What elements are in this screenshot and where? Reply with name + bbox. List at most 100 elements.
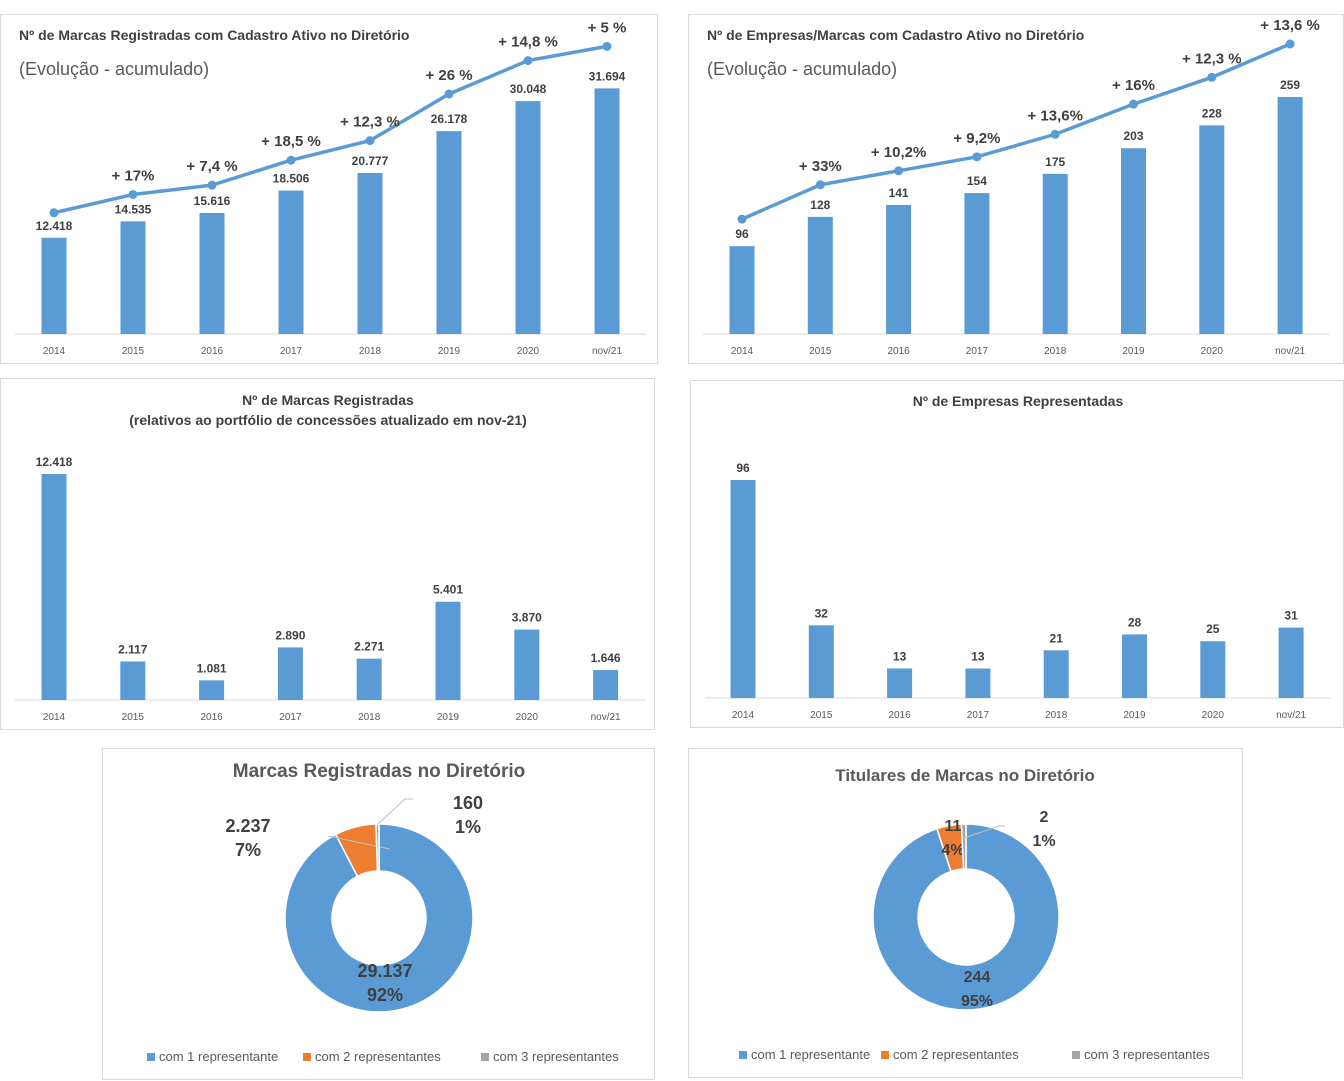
bar-2014	[42, 474, 67, 700]
chart-svg: Nº de Marcas Registradas (relativos ao po…	[1, 379, 656, 731]
bar-2018	[1043, 174, 1068, 334]
data-label: 2.271	[354, 640, 384, 654]
trend-point	[1286, 40, 1295, 49]
bar-2018	[358, 173, 383, 334]
x-tick-label: 2018	[359, 346, 382, 357]
bar-2016	[200, 213, 225, 334]
growth-label: + 14,8 %	[498, 34, 558, 51]
x-tick-label: 2016	[200, 712, 223, 723]
x-tick-label: nov/21	[591, 712, 621, 723]
bar-2020	[1200, 641, 1225, 698]
data-label: 2.890	[275, 628, 305, 642]
slice-value-label: 2	[1040, 809, 1049, 826]
x-tick-label: 2016	[201, 346, 224, 357]
growth-label: + 33%	[799, 158, 842, 175]
legend-label: com 3 representantes	[493, 1049, 619, 1064]
trend-point	[894, 166, 903, 175]
x-tick-label: 2015	[810, 710, 833, 721]
slice-value-label: 160	[453, 793, 483, 813]
growth-label: + 5 %	[588, 19, 627, 36]
chart-title: Titulares de Marcas no Diretório	[835, 766, 1094, 785]
slice-percent-label: 7%	[235, 840, 261, 860]
x-tick-label: 2018	[1044, 346, 1067, 357]
trend-point	[445, 89, 454, 98]
trend-point	[816, 180, 825, 189]
growth-label: + 26 %	[425, 67, 472, 84]
bar-2016	[199, 680, 224, 700]
bar-nov/21	[593, 670, 618, 700]
data-label: 96	[735, 227, 749, 241]
legend-swatch	[303, 1053, 311, 1061]
chart-title: Nº de Marcas Registradas	[242, 392, 414, 408]
data-label: 15.616	[194, 194, 231, 208]
trend-point	[1207, 73, 1216, 82]
x-tick-label: 2019	[1122, 346, 1145, 357]
slice-value-label: 2.237	[225, 816, 270, 836]
chart-title: Nº de Empresas/Marcas com Cadastro Ativo…	[707, 27, 1084, 43]
trend-point	[1051, 130, 1060, 139]
data-label: 25	[1206, 622, 1220, 636]
x-tick-label: nov/21	[1276, 710, 1306, 721]
data-label: 5.401	[433, 583, 463, 597]
bar-nov/21	[1278, 97, 1303, 334]
trend-point	[524, 56, 533, 65]
bar-2016	[886, 205, 911, 334]
trend-point	[603, 42, 612, 51]
slice-value-label: 244	[964, 969, 991, 986]
bar-2017	[278, 647, 303, 700]
x-tick-label: nov/21	[592, 346, 622, 357]
data-label: 21	[1050, 631, 1064, 645]
growth-label: + 17%	[112, 167, 155, 184]
slice-percent-label: 4%	[941, 842, 964, 859]
data-label: 26.178	[431, 112, 468, 126]
data-label: 20.777	[352, 154, 389, 168]
growth-label: + 18,5 %	[261, 133, 321, 150]
data-label: 1.646	[591, 651, 621, 665]
bar-2014	[730, 246, 755, 334]
x-tick-label: 2020	[517, 346, 540, 357]
bar-2019	[437, 131, 462, 334]
chart-svg: Nº de Empresas Representadas962014322015…	[691, 381, 1344, 729]
bar-2015	[808, 217, 833, 334]
data-label: 18.506	[273, 172, 310, 186]
x-tick-label: 2014	[43, 346, 66, 357]
legend-label: com 1 representante	[751, 1047, 870, 1062]
chart-subtitle: (relativos ao portfólio de concessões at…	[129, 412, 527, 428]
bar-2020	[516, 101, 541, 334]
legend-label: com 1 representante	[159, 1049, 278, 1064]
data-label: 228	[1202, 106, 1222, 120]
legend-label: com 2 representantes	[893, 1047, 1019, 1062]
data-label: 13	[893, 649, 907, 663]
slice-percent-label: 1%	[1032, 833, 1055, 850]
x-tick-label: 2017	[967, 710, 990, 721]
slice-value-label: 29.137	[357, 961, 412, 981]
x-tick-label: nov/21	[1275, 346, 1305, 357]
chart-marcas-registradas: Nº de Marcas Registradas (relativos ao po…	[0, 378, 655, 730]
chart-svg: Titulares de Marcas no Diretório24495%co…	[689, 749, 1244, 1079]
slice-percent-label: 92%	[367, 985, 403, 1005]
x-tick-label: 2019	[438, 346, 461, 357]
bar-2015	[809, 625, 834, 698]
x-tick-label: 2015	[122, 712, 145, 723]
legend-swatch	[147, 1053, 155, 1061]
bar-2019	[436, 602, 461, 700]
bar-2016	[887, 668, 912, 698]
chart-svg: Marcas Registradas no Diretório29.13792%…	[103, 749, 656, 1081]
x-tick-label: 2018	[1045, 710, 1068, 721]
data-label: 28	[1128, 615, 1142, 629]
x-tick-label: 2016	[888, 710, 911, 721]
bar-2014	[731, 480, 756, 698]
data-label: 203	[1123, 129, 1143, 143]
leader-line	[378, 799, 413, 824]
x-tick-label: 2015	[809, 346, 832, 357]
data-label: 141	[889, 186, 909, 200]
donut-marcas-diretorio: Marcas Registradas no Diretório29.13792%…	[102, 748, 655, 1080]
slice-percent-label: 1%	[455, 817, 481, 837]
x-tick-label: 2020	[516, 712, 539, 723]
x-tick-label: 2017	[280, 346, 303, 357]
chart-empresas-ativas-acumulado: Nº de Empresas/Marcas com Cadastro Ativo…	[688, 14, 1344, 364]
growth-label: + 13,6%	[1027, 107, 1082, 124]
x-tick-label: 2019	[1123, 710, 1146, 721]
x-tick-label: 2020	[1202, 710, 1225, 721]
chart-subtitle: (Evolução - acumulado)	[707, 59, 897, 79]
